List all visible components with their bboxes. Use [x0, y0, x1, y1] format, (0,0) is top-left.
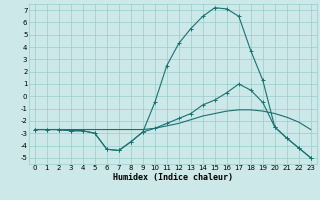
X-axis label: Humidex (Indice chaleur): Humidex (Indice chaleur)	[113, 173, 233, 182]
